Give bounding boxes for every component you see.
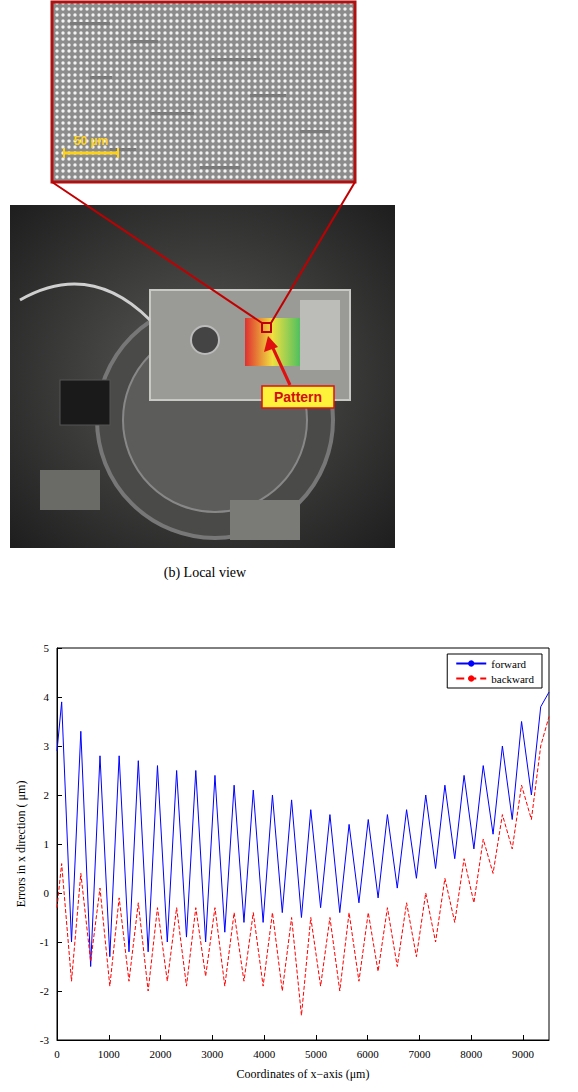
svg-text:2000: 2000 (150, 1048, 173, 1060)
svg-text:4000: 4000 (253, 1048, 276, 1060)
svg-text:0: 0 (44, 887, 50, 899)
svg-text:0: 0 (54, 1048, 60, 1060)
svg-text:5: 5 (44, 642, 50, 654)
svg-text:7000: 7000 (409, 1048, 432, 1060)
svg-text:(b) Local view: (b) Local view (164, 565, 247, 581)
svg-text:3: 3 (44, 740, 50, 752)
svg-text:Coordinates of x−axis (μm): Coordinates of x−axis (μm) (237, 1067, 370, 1081)
svg-text:forward: forward (491, 658, 526, 670)
svg-text:3000: 3000 (201, 1048, 224, 1060)
svg-text:Errors in x direction ( μm): Errors in x direction ( μm) (14, 781, 28, 908)
svg-text:5000: 5000 (305, 1048, 328, 1060)
svg-text:1: 1 (44, 838, 50, 850)
svg-text:1000: 1000 (98, 1048, 121, 1060)
svg-text:-2: -2 (40, 985, 49, 997)
svg-text:6000: 6000 (357, 1048, 380, 1060)
svg-text:-1: -1 (40, 936, 49, 948)
svg-text:50 µm: 50 µm (74, 134, 108, 148)
svg-text:8000: 8000 (460, 1048, 483, 1060)
svg-text:-3: -3 (40, 1034, 50, 1046)
svg-text:Pattern: Pattern (274, 389, 322, 405)
svg-text:backward: backward (491, 673, 534, 685)
svg-text:9000: 9000 (512, 1048, 535, 1060)
svg-text:2: 2 (44, 789, 50, 801)
svg-text:4: 4 (44, 691, 50, 703)
